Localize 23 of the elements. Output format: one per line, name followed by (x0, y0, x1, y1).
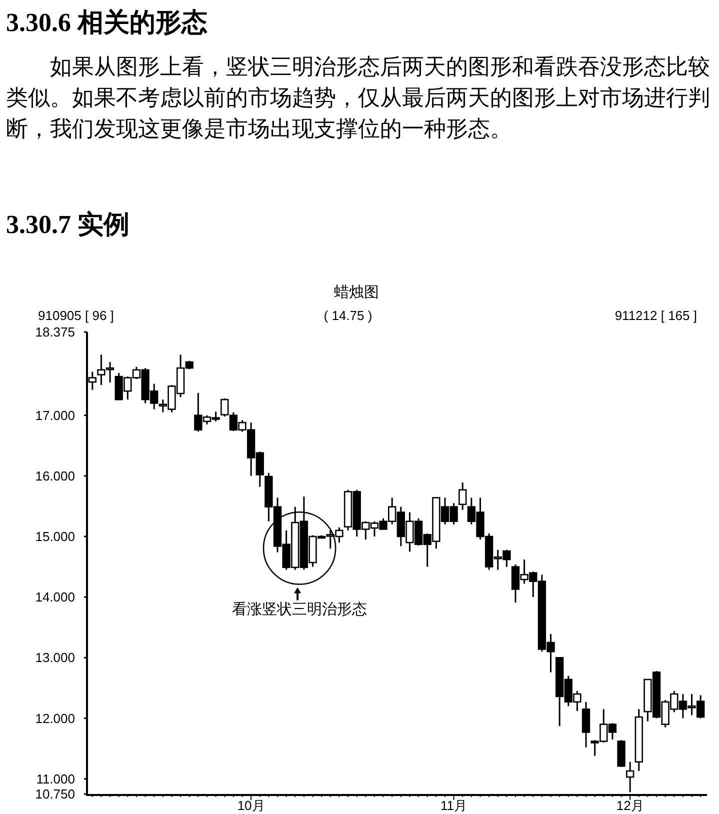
text: 911212 [ 165 ] (614, 308, 697, 323)
y-tick-label: 10.750 (35, 786, 75, 802)
y-tick-label: 14.000 (35, 590, 75, 605)
y-tick-label: 18.375 (35, 324, 75, 340)
chart-title: 蜡烛图 (334, 284, 379, 301)
y-tick-label: 13.000 (35, 650, 75, 666)
candlestick (626, 761, 634, 793)
text: 如果从图形上看，竖状三明治形态后两天的图形和看跌吞没形态比较类似。如果不考虑以前的市场趋势，仅从最后两天的图形上对市场进行判断，我们发现这更像是市场出现支撑位的一种形态。 (6, 54, 710, 141)
text: 3.30.7 实例 (6, 210, 130, 239)
text: ( 14.75 ) (324, 308, 372, 323)
text: 910905 [ 96 ] (38, 308, 114, 323)
candlestick (458, 482, 467, 511)
x-tick-label: 11月 (440, 798, 468, 813)
y-tick-label: 15.000 (35, 529, 75, 544)
x-tick-label: 12月 (616, 798, 644, 813)
x-tick-label: 10月 (237, 798, 265, 813)
annotation: 看涨竖状三明治形态 (232, 601, 368, 618)
candlestick (582, 701, 590, 748)
y-tick-label: 17.000 (35, 408, 75, 423)
y-tick-label: 12.000 (35, 710, 75, 726)
y-tick-label: 11.000 (36, 771, 75, 786)
text: 3.30.6 相关的形态 (6, 8, 208, 37)
y-tick-label: 16.000 (35, 468, 75, 484)
